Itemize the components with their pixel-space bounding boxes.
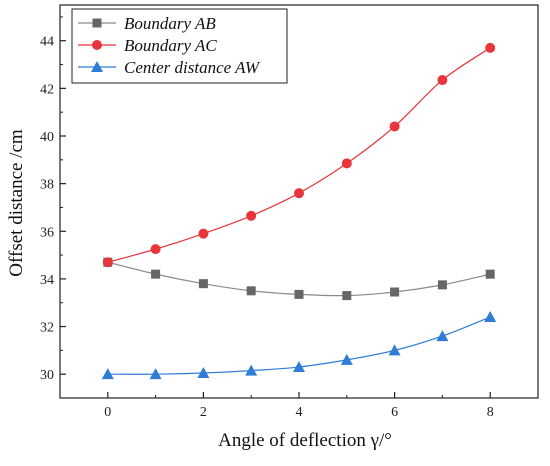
series-layer — [101, 42, 497, 380]
legend: Boundary AB Boundary AC Center distance AW — [71, 8, 288, 84]
data-point — [246, 286, 256, 296]
data-point — [294, 188, 304, 199]
y-tick-label: 38 — [40, 178, 54, 193]
data-point — [342, 291, 352, 301]
legend-box — [71, 8, 288, 84]
data-point — [437, 280, 447, 290]
data-point — [437, 75, 448, 86]
data-point — [245, 364, 258, 376]
data-point — [485, 269, 495, 279]
data-point — [197, 366, 210, 378]
data-point — [485, 42, 496, 53]
y-axis-title: Offset distance /cm — [6, 129, 27, 277]
data-point — [390, 287, 400, 297]
y-tick-label: 42 — [40, 82, 54, 97]
x-axis: 0 2 4 6 8 — [59, 392, 494, 420]
legend-label: Boundary AB — [124, 14, 216, 33]
series-circle — [102, 42, 496, 268]
x-tick-label: 4 — [296, 405, 303, 420]
legend-label: Center distance AW — [124, 58, 261, 77]
series-triangle — [101, 311, 497, 380]
data-point — [484, 311, 497, 323]
y-tick-label: 40 — [40, 130, 54, 145]
data-point — [101, 368, 114, 380]
legend-marker — [91, 61, 103, 72]
x-tick-label: 6 — [391, 405, 398, 420]
series-square — [103, 257, 495, 301]
data-point — [198, 228, 209, 239]
data-point — [151, 269, 161, 279]
x-axis-title: Angle of deflection γ/° — [218, 430, 392, 451]
legend-marker — [92, 40, 102, 50]
y-tick-label: 32 — [40, 321, 54, 336]
data-point — [340, 353, 353, 365]
y-tick-label: 30 — [40, 368, 54, 383]
y-axis: 30 32 34 36 38 40 42 44 — [40, 16, 66, 383]
x-tick-label: 8 — [487, 405, 494, 420]
data-point — [198, 279, 208, 289]
data-point — [102, 257, 113, 268]
data-point — [341, 158, 352, 169]
data-point — [389, 121, 400, 132]
data-point — [388, 344, 401, 356]
data-point — [436, 330, 449, 342]
x-tick-label: 0 — [104, 405, 111, 420]
data-point — [294, 289, 304, 299]
y-tick-label: 44 — [40, 35, 54, 50]
data-point — [246, 210, 257, 221]
data-point — [149, 368, 162, 380]
data-point — [293, 361, 305, 373]
data-point — [150, 244, 161, 255]
legend-label: Boundary AC — [124, 36, 217, 55]
legend-marker — [92, 18, 102, 28]
y-tick-label: 34 — [40, 273, 54, 288]
y-tick-label: 36 — [40, 225, 54, 240]
x-tick-label: 2 — [200, 405, 207, 420]
